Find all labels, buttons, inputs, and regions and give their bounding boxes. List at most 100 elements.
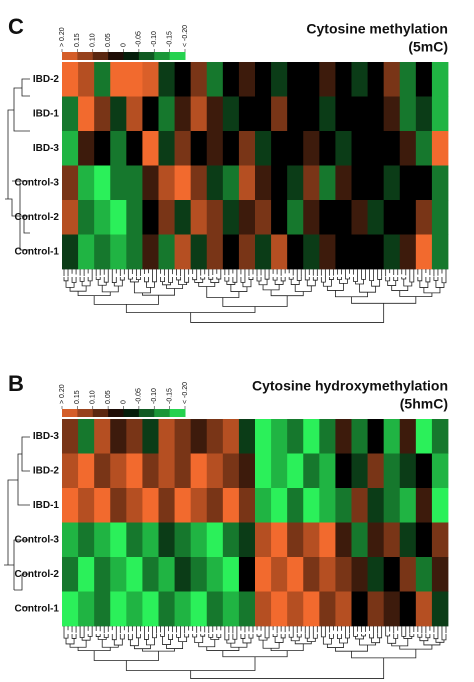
heatmap-cell	[206, 591, 224, 627]
heatmap-cell	[335, 591, 352, 627]
heatmap-cell	[174, 522, 192, 558]
heatmap-cell	[303, 96, 320, 132]
colorbar-tick-label: 0.05	[105, 390, 112, 404]
heatmap-cell	[110, 522, 127, 558]
heatmap-cell	[142, 96, 159, 132]
row-label: IBD-1	[33, 108, 60, 119]
heatmap-cell	[62, 131, 79, 166]
heatmap-cell	[238, 131, 256, 166]
heatmap-cell	[335, 165, 352, 201]
heatmap-cell	[255, 488, 272, 523]
heatmap-cell	[62, 522, 79, 558]
heatmap-cell	[126, 453, 143, 489]
heatmap-cell	[190, 453, 208, 489]
row-label: IBD-2	[33, 465, 60, 476]
heatmap-cell	[335, 488, 352, 523]
heatmap-cell	[287, 200, 304, 235]
heatmap-cell	[206, 488, 224, 523]
heatmap-cell	[319, 200, 336, 235]
heatmap-cell	[78, 62, 95, 97]
heatmap-cell	[287, 453, 304, 489]
heatmap-cell	[351, 200, 368, 235]
heatmap-cell	[110, 165, 127, 201]
heatmap-cell	[142, 488, 159, 523]
heatmap-cell	[271, 234, 288, 270]
heatmap-cell	[367, 522, 385, 558]
heatmap-cell	[383, 165, 401, 201]
heatmap-cell	[271, 419, 288, 454]
heatmap-cell	[94, 591, 111, 627]
colorbar-segment	[62, 52, 78, 60]
heatmap-cell	[255, 453, 272, 489]
colorbar-segment	[169, 52, 186, 60]
heatmap-cell	[206, 96, 224, 132]
heatmap-cell	[158, 234, 175, 270]
heatmap-cell	[222, 488, 240, 523]
heatmap-cell	[255, 200, 272, 235]
heatmap-cell	[351, 453, 368, 489]
heatmap-cell	[303, 453, 320, 489]
heatmap-cell	[351, 522, 368, 558]
heatmap-cell	[126, 131, 143, 166]
heatmap-cell	[351, 131, 368, 166]
chart-subtitle: (5hmC)	[400, 396, 448, 412]
heatmap-cell	[431, 419, 449, 454]
chart-subtitle: (5mC)	[408, 39, 448, 55]
heatmap-cell	[126, 557, 143, 592]
heatmap-cell	[78, 557, 95, 592]
heatmap-cell	[383, 557, 401, 592]
heatmap-cell	[399, 131, 417, 166]
heatmap-cell	[399, 522, 417, 558]
heatmap-cell	[206, 200, 224, 235]
colorbar-segment	[77, 409, 94, 417]
heatmap-cell	[142, 234, 159, 270]
heatmap-cell	[415, 62, 433, 97]
heatmap-cell	[206, 165, 224, 201]
heatmap-cell	[303, 165, 320, 201]
heatmap-cell	[62, 488, 79, 523]
heatmap-cell	[94, 419, 111, 454]
colorbar-tick-label: > 0.20	[59, 27, 66, 47]
colorbar-segment	[154, 52, 171, 60]
heatmap-cell	[110, 131, 127, 166]
dendrogram-branches	[63, 626, 447, 679]
heatmap-cell	[271, 131, 288, 166]
colorbar-segment	[138, 409, 155, 417]
row-label: Control-2	[15, 569, 60, 580]
heatmap-cell	[271, 165, 288, 201]
heatmap-cell	[158, 62, 175, 97]
heatmap-cell	[174, 557, 192, 592]
heatmap-cell	[78, 165, 95, 201]
heatmap-cell	[222, 200, 240, 235]
heatmap-cell	[271, 488, 288, 523]
heatmap-cell	[174, 200, 192, 235]
heatmap-cell	[335, 62, 352, 97]
heatmap-cell	[255, 62, 272, 97]
heatmap-cell	[351, 234, 368, 270]
heatmap-cell	[158, 557, 175, 592]
heatmap-cell	[94, 200, 111, 235]
heatmap-cell	[319, 557, 336, 592]
heatmap-cell	[62, 419, 79, 454]
heatmap-cell	[303, 557, 320, 592]
heatmap-cell	[190, 488, 208, 523]
heatmap-cell	[158, 488, 175, 523]
heatmap-cell	[174, 453, 192, 489]
heatmap-cell	[110, 488, 127, 523]
heatmap-cell	[287, 488, 304, 523]
heatmap-cell	[367, 62, 385, 97]
heatmap-cell	[78, 96, 95, 132]
heatmap-cell	[383, 453, 401, 489]
colorbar-tick-label: 0.10	[90, 390, 97, 404]
heatmap-cell	[287, 131, 304, 166]
heatmap-cell	[271, 557, 288, 592]
heatmap-cell	[158, 96, 175, 132]
heatmap-cell	[351, 591, 368, 627]
heatmap-cell	[303, 522, 320, 558]
row-label: IBD-2	[33, 74, 60, 85]
heatmap-cell	[94, 453, 111, 489]
heatmap-cell	[271, 62, 288, 97]
colorbar-segment	[62, 409, 78, 417]
heatmap-cell	[142, 591, 159, 627]
heatmap-cell	[62, 62, 79, 97]
